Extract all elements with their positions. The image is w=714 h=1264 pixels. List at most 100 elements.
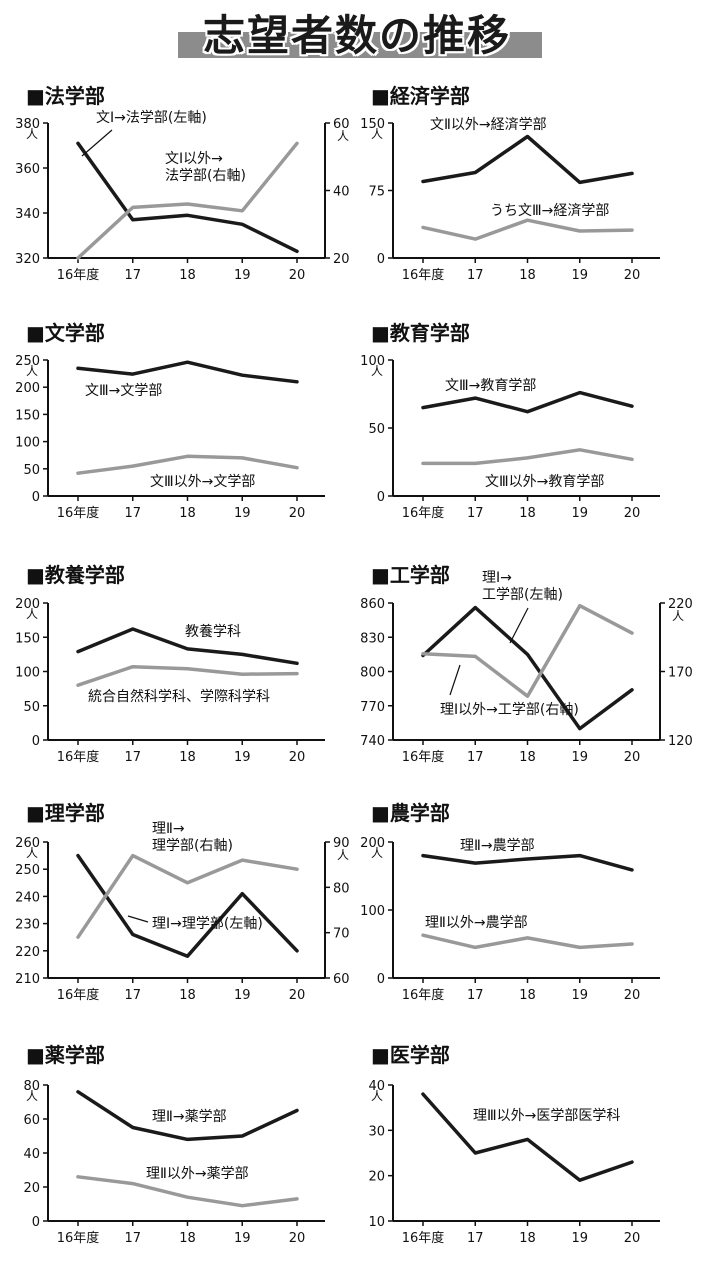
y-tick-label-left: 0 [32,734,40,749]
y-tick-label-left: 40 [368,1079,385,1094]
x-tick-label: 19 [234,1231,251,1246]
panel-title: ■文学部 [26,321,105,345]
y-tick-label-left: 380 [15,117,40,132]
y-tick-label-left: 830 [360,631,385,646]
y-tick-label-left: 60 [23,1113,40,1128]
x-tick-label: 18 [179,750,196,765]
y-tick-label-right: 90 [333,836,350,851]
x-tick-label: 19 [571,506,588,521]
series-label: 理Ⅱ→ [152,821,185,837]
y-tick-label-left: 50 [23,463,40,478]
series-label: 理学部(右軸) [152,838,233,854]
y-tick-label-left: 800 [360,666,385,681]
y-tick-label-left: 80 [23,1079,40,1094]
y-tick-label-left: 260 [15,836,40,851]
x-tick-label: 19 [234,750,251,765]
panel-title: ■薬学部 [26,1043,105,1067]
x-tick-label: 19 [571,750,588,765]
x-tick-label: 16年度 [57,987,100,1003]
x-tick-label: 18 [519,988,536,1003]
series-label: 文Ⅲ→教育学部 [445,378,536,394]
y-tick-label-left: 250 [15,863,40,878]
x-tick-label: 18 [179,1231,196,1246]
y-tick-label-left: 740 [360,734,385,749]
y-tick-label-left: 50 [23,700,40,715]
y-tick-label-left: 100 [15,436,40,451]
series-label: 理Ⅱ以外→薬学部 [146,1166,249,1182]
title-underline-bar [178,32,542,58]
y-unit-label-left: 人 [26,364,38,378]
x-tick-label: 20 [624,506,641,521]
y-tick-label-left: 360 [15,162,40,177]
x-tick-label: 19 [234,506,251,521]
x-tick-label: 20 [289,1231,306,1246]
series-line [421,218,634,241]
y-tick-label-right: 40 [333,185,350,200]
series-line [76,853,299,958]
x-tick-label: 20 [624,1231,641,1246]
series-line [76,454,299,475]
series-label: 理Ⅲ以外→医学部医学科 [473,1108,620,1124]
y-tick-label-left: 20 [368,1170,385,1185]
leader-line [81,129,113,157]
panel-title: ■法学部 [26,84,105,108]
title-area: 志望者数の推移 [0,0,714,64]
y-tick-label-right: 120 [668,734,693,749]
x-tick-label: 18 [519,268,536,283]
page-title: 志望者数の推移 [202,11,511,60]
x-tick-label: 17 [124,268,141,283]
y-unit-label-left: 人 [371,846,383,860]
series-label: 理Ⅱ→農学部 [460,838,535,854]
x-tick-label: 18 [179,988,196,1003]
y-tick-label-left: 0 [32,1215,40,1230]
series-label: 理Ⅰ→理学部(左軸) [152,916,263,932]
y-tick-label-left: 10 [368,1215,385,1230]
series-line [421,390,634,414]
y-tick-label-left: 75 [368,185,385,200]
x-tick-label: 20 [289,988,306,1003]
y-tick-label-left: 770 [360,700,385,715]
x-tick-label: 19 [571,988,588,1003]
y-tick-label-left: 150 [15,408,40,423]
series-label: 文Ⅱ以外→経済学部 [430,117,547,133]
y-tick-label-left: 50 [368,422,385,437]
x-tick-label: 18 [179,268,196,283]
y-tick-label-right: 80 [333,881,350,896]
series-line [421,933,634,950]
y-tick-label-left: 220 [15,945,40,960]
x-tick-label: 16年度 [57,505,100,521]
leader-line [127,915,149,923]
y-tick-label-left: 20 [23,1181,40,1196]
panel-title: ■工学部 [371,563,450,587]
y-unit-label-left: 人 [26,846,38,860]
x-tick-label: 19 [234,988,251,1003]
x-tick-label: 16年度 [57,749,100,765]
y-unit-label-left: 人 [371,364,383,378]
series-line [421,1092,634,1182]
series-label: 統合自然科学科、学際科学科 [88,688,270,705]
x-tick-label: 17 [124,988,141,1003]
y-tick-label-left: 0 [32,490,40,505]
y-tick-label-left: 30 [368,1124,385,1139]
y-tick-label-left: 0 [377,252,385,267]
y-unit-label-right: 人 [337,848,349,862]
panel-title: ■教育学部 [371,321,470,345]
y-tick-label-left: 860 [360,597,385,612]
y-tick-label-left: 320 [15,252,40,267]
y-tick-label-left: 240 [15,890,40,905]
x-tick-label: 17 [467,268,484,283]
y-unit-label-left: 人 [371,127,383,141]
x-tick-label: 18 [519,506,536,521]
series-label: 文Ⅲ→文学部 [85,383,162,399]
x-tick-label: 17 [467,988,484,1003]
series-label: 工学部(左軸) [482,587,563,603]
x-tick-label: 19 [234,268,251,283]
series-label: 教養学科 [185,623,241,640]
panel-title: ■農学部 [371,801,450,825]
x-tick-label: 20 [624,268,641,283]
y-tick-label-left: 0 [377,490,385,505]
y-tick-label-left: 230 [15,918,40,933]
x-tick-label: 17 [124,506,141,521]
y-unit-label-right: 人 [672,609,684,623]
y-tick-label-right: 60 [333,972,350,987]
